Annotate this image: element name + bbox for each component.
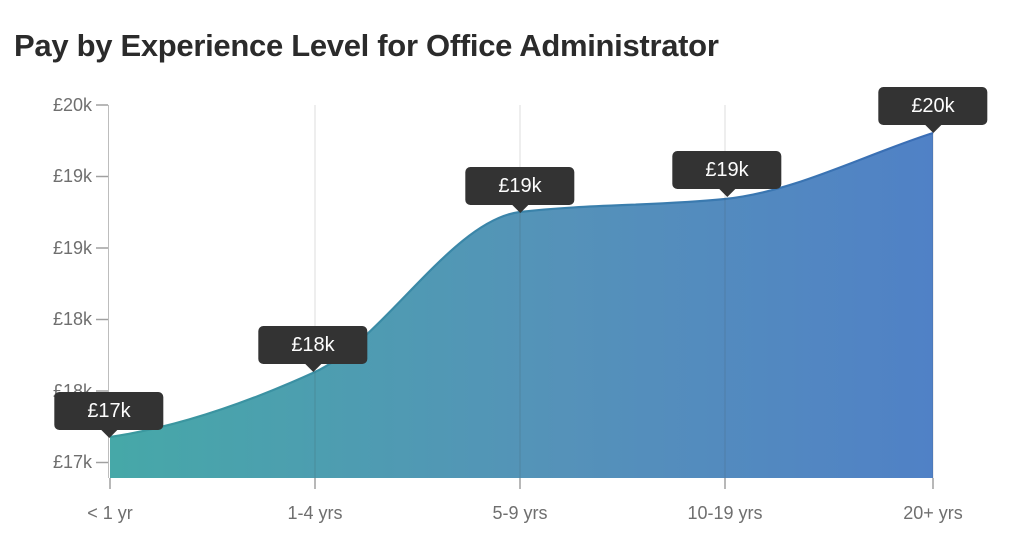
y-axis-ticks	[96, 104, 108, 464]
y-tick-label: £19k	[52, 166, 92, 186]
x-tick-label: 5-9 yrs	[492, 503, 548, 523]
x-axis-ticks	[109, 478, 934, 489]
x-tick-label: 10-19 yrs	[687, 503, 763, 523]
x-tick-label: 20+ yrs	[903, 503, 963, 523]
x-tick-label: 1-4 yrs	[287, 503, 343, 523]
data-point-tooltip: £18k	[258, 326, 368, 372]
data-point-tooltip: £19k	[672, 151, 782, 197]
chart-title: Pay by Experience Level for Office Admin…	[14, 28, 719, 63]
y-tick-label: £18k	[52, 309, 92, 329]
data-point-tooltip: £17k	[54, 392, 164, 438]
data-point-tooltip: £20k	[878, 87, 988, 133]
area-series-fill	[110, 133, 933, 478]
x-tick-label: < 1 yr	[87, 503, 133, 523]
y-tick-label: £17k	[52, 452, 92, 472]
data-point-tooltip: £19k	[465, 167, 575, 213]
y-tick-label: £20k	[52, 95, 92, 115]
y-tick-label: £19k	[52, 238, 92, 258]
